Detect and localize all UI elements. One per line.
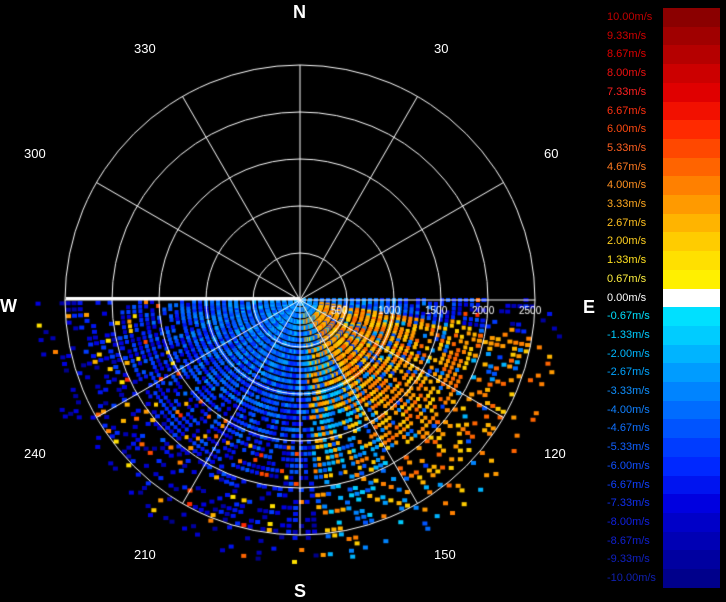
legend-swatch <box>663 344 720 364</box>
legend-label: 8.67m/s <box>607 48 647 61</box>
radar-velocity-ppi <box>0 0 600 600</box>
legend-label: -4.00m/s <box>607 403 650 416</box>
legend-swatch <box>663 494 720 514</box>
legend-swatch <box>663 382 720 402</box>
legend-label: 5.33m/s <box>607 141 647 154</box>
legend-label: -8.00m/s <box>607 515 650 528</box>
legend-label: 0.67m/s <box>607 272 647 285</box>
legend-swatch <box>663 138 720 159</box>
legend-label: -2.67m/s <box>607 366 650 379</box>
angle-label-120: 120 <box>544 446 566 461</box>
compass-south-label: S <box>294 581 307 601</box>
legend-swatch <box>663 288 720 308</box>
legend-swatch <box>663 550 720 570</box>
legend-swatch <box>663 176 720 196</box>
legend-label: 0.00m/s <box>607 291 647 304</box>
legend-label: 10.00m/s <box>607 11 653 23</box>
legend-label: -3.33m/s <box>607 385 650 397</box>
legend-swatch <box>663 64 720 84</box>
legend-label: 8.00m/s <box>607 67 647 80</box>
legend-label: -0.67m/s <box>607 310 650 323</box>
angle-label-150: 150 <box>434 547 456 562</box>
legend-swatch <box>663 120 720 140</box>
legend-swatch <box>663 400 720 420</box>
compass-west-label: W <box>0 296 17 316</box>
legend-label: -4.67m/s <box>607 422 650 435</box>
legend-label: -2.00m/s <box>607 347 650 360</box>
angle-label-210: 210 <box>134 547 156 562</box>
legend-swatch <box>663 8 720 28</box>
legend-swatch <box>663 26 720 46</box>
legend-swatch <box>663 475 720 495</box>
legend-swatch <box>663 512 720 533</box>
legend-swatch <box>663 213 720 233</box>
legend-swatch <box>663 456 720 476</box>
compass-north-label: N <box>293 2 306 22</box>
legend-label: 4.67m/s <box>607 160 647 173</box>
legend-label: 9.33m/s <box>607 29 647 42</box>
legend-label: -6.00m/s <box>607 459 650 472</box>
legend-label: -6.67m/s <box>607 478 650 491</box>
legend-swatch <box>663 269 720 289</box>
legend-label: -5.33m/s <box>607 441 650 454</box>
legend-swatch <box>663 232 720 252</box>
legend-label: -9.33m/s <box>607 553 650 566</box>
angle-label-300: 300 <box>24 146 46 161</box>
legend-label: 2.67m/s <box>607 216 647 229</box>
legend-label: 1.33m/s <box>607 254 647 267</box>
legend-swatch <box>663 45 720 65</box>
legend-swatch <box>663 251 720 271</box>
angle-label-30: 30 <box>434 41 449 56</box>
legend-swatch <box>663 101 720 121</box>
legend-label: 7.33m/s <box>607 85 647 98</box>
legend-label: -7.33m/s <box>607 497 650 510</box>
angle-label-330: 330 <box>134 41 156 56</box>
legend-swatch <box>663 195 720 215</box>
legend-label: 2.00m/s <box>607 235 647 248</box>
angle-label-60: 60 <box>544 146 559 161</box>
legend-swatch <box>663 325 720 346</box>
legend-label: -8.67m/s <box>607 534 650 547</box>
legend-swatch <box>663 419 720 439</box>
legend-label: 6.00m/s <box>607 123 647 136</box>
compass-east-label: E <box>583 297 596 317</box>
legend-label: 4.00m/s <box>607 179 647 192</box>
legend-label: 3.33m/s <box>607 198 647 210</box>
angle-label-240: 240 <box>24 446 46 461</box>
legend-swatch <box>663 569 720 589</box>
legend-label: 6.67m/s <box>607 104 647 117</box>
legend-swatch <box>663 157 720 177</box>
legend-swatch <box>663 531 720 551</box>
legend-swatch <box>663 82 720 102</box>
legend-label: -10.00m/s <box>607 572 656 584</box>
legend-swatch <box>663 438 720 458</box>
legend-label: -1.33m/s <box>607 328 650 341</box>
legend-swatch <box>663 307 720 327</box>
legend-swatch <box>663 363 720 383</box>
